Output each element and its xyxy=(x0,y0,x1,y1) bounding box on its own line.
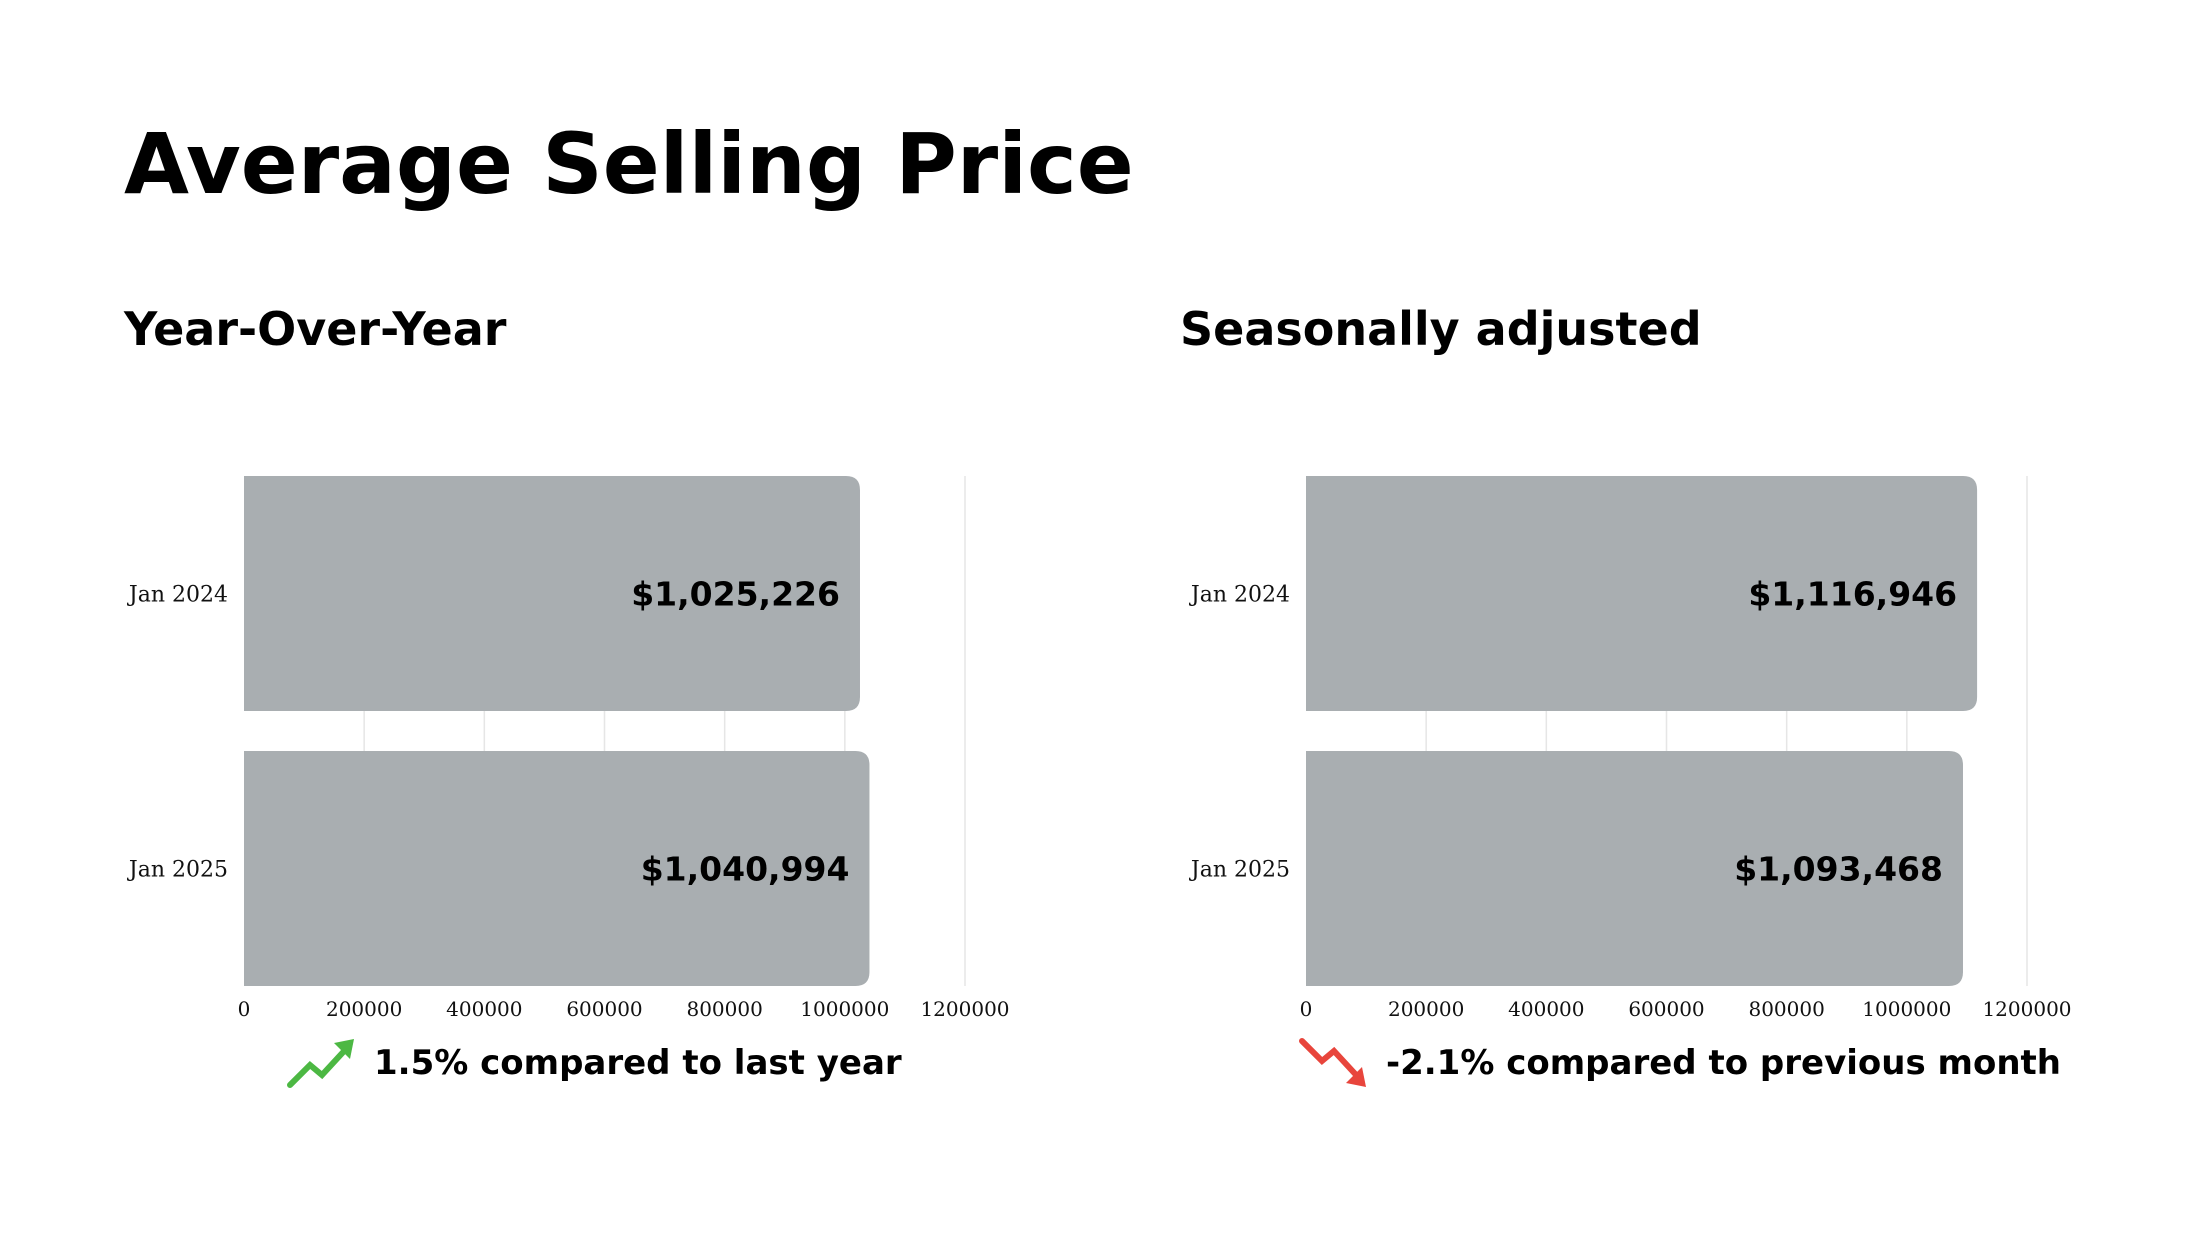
yoy-change-text: 1.5% compared to last year xyxy=(374,1043,902,1083)
x-tick-label: 1000000 xyxy=(1862,997,1951,1021)
yoy-chart-title: Year-Over-Year xyxy=(124,302,507,356)
category-label: Jan 2025 xyxy=(1189,858,1290,883)
value-label: $1,116,946 xyxy=(1748,575,1957,614)
x-tick-label: 200000 xyxy=(1388,997,1464,1021)
value-label: $1,040,994 xyxy=(641,850,850,889)
x-tick-label: 1200000 xyxy=(1982,997,2071,1021)
x-tick-label: 0 xyxy=(1300,997,1313,1021)
x-tick-label: 1200000 xyxy=(920,997,1009,1021)
category-label: Jan 2025 xyxy=(127,858,228,883)
x-tick-label: 600000 xyxy=(1628,997,1704,1021)
x-tick-label: 400000 xyxy=(1508,997,1584,1021)
trend-up-arrow-icon xyxy=(287,1039,354,1088)
seasonal-bar-chart: $1,116,946 Jan 2024 $1,093,468 Jan 2025 0 200… xyxy=(1189,476,2072,1021)
value-label: $1,025,226 xyxy=(631,575,840,614)
bar-jan-2025 xyxy=(244,751,870,986)
x-tick-label: 600000 xyxy=(566,997,642,1021)
yoy-bar-chart: $1,025,226 Jan 2024 $1,040,994 Jan 2025 0 200… xyxy=(127,476,1010,1021)
bar-jan-2025 xyxy=(1306,751,1963,986)
bar-jan-2024 xyxy=(1306,476,1978,711)
seasonal-change: -2.1% compared to previous month xyxy=(1298,1035,2061,1091)
category-label: Jan 2024 xyxy=(1189,583,1290,608)
x-tick-label: 1000000 xyxy=(800,997,889,1021)
value-label: $1,093,468 xyxy=(1734,850,1943,889)
bar-jan-2024 xyxy=(244,476,860,711)
x-tick-label: 200000 xyxy=(326,997,402,1021)
yoy-change: 1.5% compared to last year xyxy=(286,1035,902,1091)
seasonal-chart-title: Seasonally adjusted xyxy=(1180,302,1702,356)
category-label: Jan 2024 xyxy=(127,583,228,608)
x-tick-label: 0 xyxy=(238,997,251,1021)
page-title: Average Selling Price xyxy=(124,115,1134,213)
x-tick-label: 800000 xyxy=(1748,997,1824,1021)
trend-down-arrow-icon xyxy=(1299,1038,1366,1087)
seasonal-change-text: -2.1% compared to previous month xyxy=(1386,1043,2061,1083)
x-tick-label: 400000 xyxy=(446,997,522,1021)
x-tick-label: 800000 xyxy=(686,997,762,1021)
